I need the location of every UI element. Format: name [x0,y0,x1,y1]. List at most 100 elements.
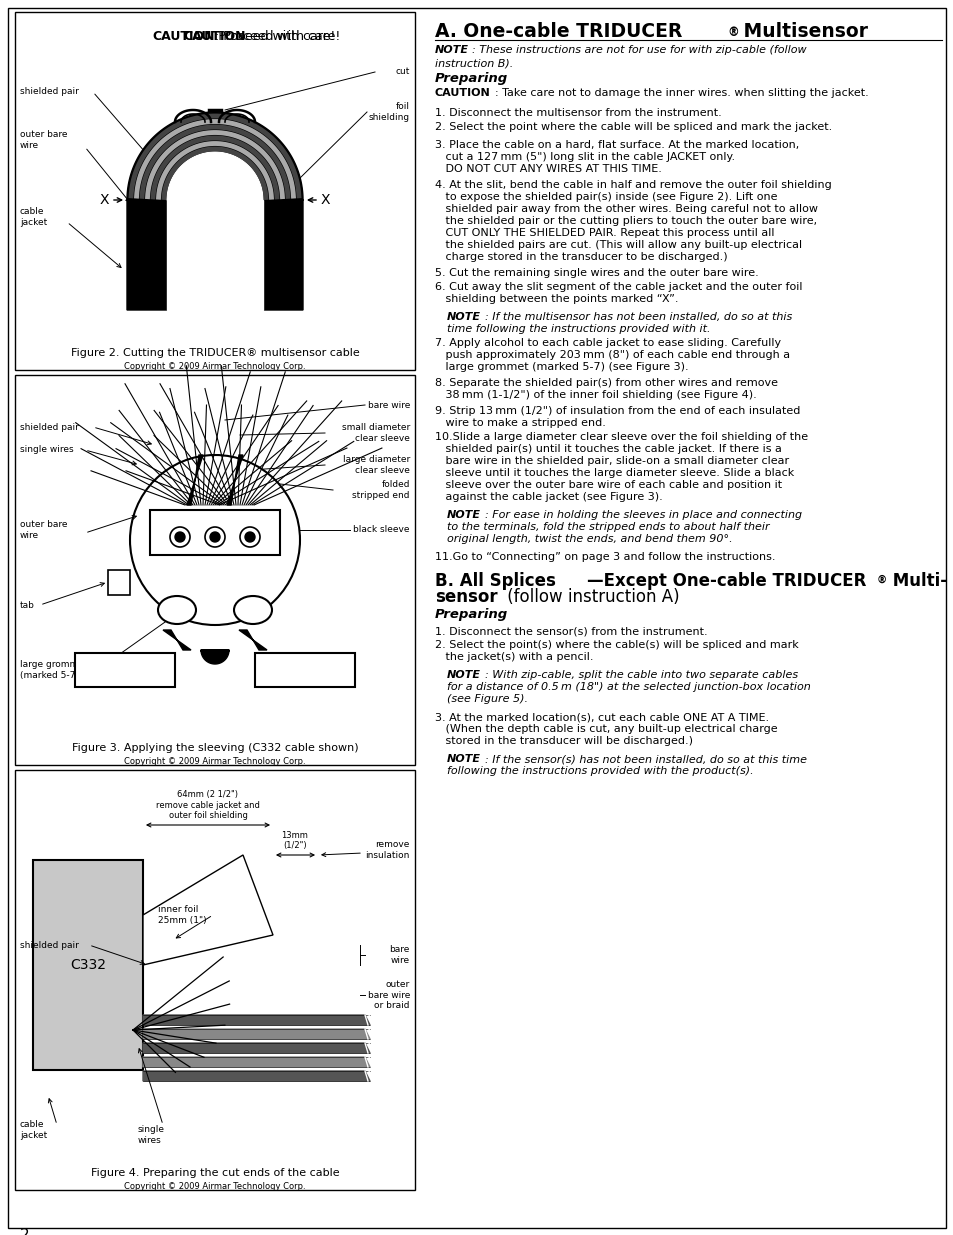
Text: ®: ® [726,26,738,40]
Text: 3. Place the cable on a hard, flat surface. At the marked location,: 3. Place the cable on a hard, flat surfa… [435,140,799,149]
Polygon shape [143,1015,370,1025]
Text: cut: cut [395,68,410,77]
Text: : If the multisensor has not been installed, do so at this: : If the multisensor has not been instal… [484,312,791,322]
Text: CAUTION: CAUTION [435,88,490,98]
Polygon shape [143,1057,370,1067]
Text: following the instructions provided with the product(s).: following the instructions provided with… [447,766,753,776]
Text: folded
stripped end: folded stripped end [352,480,410,500]
Polygon shape [167,152,263,200]
Text: 10.Slide a large diameter clear sleeve over the foil shielding of the: 10.Slide a large diameter clear sleeve o… [435,432,807,442]
Text: shielding between the points marked “X”.: shielding between the points marked “X”. [435,294,678,304]
Circle shape [130,454,299,625]
Text: black sleeve: black sleeve [354,526,410,535]
Bar [15,375,415,764]
Text: the jacket(s) with a pencil.: the jacket(s) with a pencil. [435,652,593,662]
Text: 7. Apply alcohol to each cable jacket to ease sliding. Carefully: 7. Apply alcohol to each cable jacket to… [435,338,781,348]
Text: the shielded pairs are cut. (This will allow any built-up electrical: the shielded pairs are cut. (This will a… [435,240,801,249]
Text: (When the depth cable is cut, any built-up electrical charge: (When the depth cable is cut, any built-… [435,724,777,734]
Bar [150,510,280,555]
Text: instrument: instrument [91,663,159,677]
Text: single
wires: single wires [138,1125,165,1145]
Text: against the cable jacket (see Figure 3).: against the cable jacket (see Figure 3). [435,492,662,501]
Text: shielded pair: shielded pair [20,88,79,96]
Text: large grommets
(marked 5-7): large grommets (marked 5-7) [20,661,92,679]
Text: inner foil
25mm (1"): inner foil 25mm (1") [158,905,207,925]
Text: 11.Go to “Connecting” on page 3 and follow the instructions.: 11.Go to “Connecting” on page 3 and foll… [435,552,775,562]
Text: stored in the transducer will be discharged.): stored in the transducer will be dischar… [435,736,692,746]
Text: bare
wire: bare wire [389,945,410,965]
Bar [33,860,143,1070]
Text: bare wire in the shielded pair, slide-on a small diameter clear: bare wire in the shielded pair, slide-on… [435,456,788,466]
Text: —Except One-cable TRIDUCER: —Except One-cable TRIDUCER [586,572,865,590]
Circle shape [205,527,225,547]
Text: sensor: sensor [435,588,497,606]
Text: Figure 2. Cutting the TRIDUCER® multisensor cable: Figure 2. Cutting the TRIDUCER® multisen… [71,348,359,358]
Polygon shape [167,200,263,310]
Text: shielded pair away from the other wires. Being careful not to allow: shielded pair away from the other wires.… [435,204,817,214]
Text: Multi-: Multi- [886,572,946,590]
Bar [15,769,415,1191]
Text: CAUTION: CAUTION [152,30,214,43]
Text: : With zip-cable, split the cable into two separate cables: : With zip-cable, split the cable into t… [484,671,798,680]
Text: 8. Separate the shielded pair(s) from other wires and remove: 8. Separate the shielded pair(s) from ot… [435,378,778,388]
Bar [75,653,174,687]
Bar [254,653,355,687]
Text: to expose the shielded pair(s) inside (see Figure 2). Lift one: to expose the shielded pair(s) inside (s… [435,191,777,203]
Text: large diameter
clear sleeve: large diameter clear sleeve [342,456,410,474]
Polygon shape [227,454,243,505]
Text: instruction B).: instruction B). [435,58,513,68]
Text: Preparing: Preparing [435,608,508,621]
Polygon shape [239,630,267,650]
Text: CUT ONLY THE SHIELDED PAIR. Repeat this process until all: CUT ONLY THE SHIELDED PAIR. Repeat this … [435,228,774,238]
Text: X: X [320,193,330,207]
Text: Copyright © 2009 Airmar Technology Corp.: Copyright © 2009 Airmar Technology Corp. [124,362,306,370]
Text: outer bare
wire: outer bare wire [20,131,68,149]
Text: : If the sensor(s) has not been installed, do so at this time: : If the sensor(s) has not been installe… [484,755,806,764]
Text: cable
jacket: cable jacket [20,207,48,227]
Text: : These instructions are not for use for with zip-cable (follow: : These instructions are not for use for… [472,44,806,56]
Text: NOTE: NOTE [447,755,480,764]
Text: : Proceed with care!: : Proceed with care! [210,30,335,43]
Circle shape [245,532,254,542]
Text: outer
bare wire
or braid: outer bare wire or braid [367,981,410,1010]
Text: shielded pair(s) until it touches the cable jacket. If there is a: shielded pair(s) until it touches the ca… [435,445,781,454]
Text: 1. Disconnect the multisensor from the instrument.: 1. Disconnect the multisensor from the i… [435,107,721,119]
Text: ®: ® [876,576,886,585]
Text: large grommet (marked 5-7) (see Figure 3).: large grommet (marked 5-7) (see Figure 3… [435,362,688,372]
Ellipse shape [233,597,272,624]
Text: wire to make a stripped end.: wire to make a stripped end. [435,417,605,429]
Text: 9. Strip 13 mm (1/2") of insulation from the end of each insulated: 9. Strip 13 mm (1/2") of insulation from… [435,406,800,416]
Circle shape [240,527,260,547]
Text: : For ease in holding the sleeves in place and connecting: : For ease in holding the sleeves in pla… [484,510,801,520]
Polygon shape [143,1071,370,1081]
Text: CAUTION: CAUTION [184,30,246,43]
Text: (follow instruction A): (follow instruction A) [501,588,679,606]
Polygon shape [127,112,303,310]
Text: DO NOT CUT ANY WIRES AT THIS TIME.: DO NOT CUT ANY WIRES AT THIS TIME. [435,164,661,174]
Text: 2: 2 [20,1228,30,1235]
Bar [15,12,415,370]
Text: B. All Splices: B. All Splices [435,572,556,590]
Circle shape [210,532,220,542]
Text: : Proceed with care!: : Proceed with care! [214,30,340,43]
Polygon shape [187,454,203,505]
Text: X: X [99,193,109,207]
Circle shape [170,527,190,547]
Text: shielded pair: shielded pair [20,941,79,950]
Text: the shielded pair or the cutting pliers to touch the outer bare wire,: the shielded pair or the cutting pliers … [435,216,817,226]
Bar [108,571,130,595]
Text: NOTE: NOTE [447,510,480,520]
Text: shielded pair: shielded pair [20,422,79,431]
Polygon shape [201,650,229,664]
Text: outer bare
wire: outer bare wire [20,520,68,540]
Text: 2. Select the point where the cable will be spliced and mark the jacket.: 2. Select the point where the cable will… [435,122,831,132]
Text: remove
insulation: remove insulation [365,840,410,860]
Text: 1. Disconnect the sensor(s) from the instrument.: 1. Disconnect the sensor(s) from the ins… [435,626,707,636]
Text: 3. At the marked location(s), cut each cable ONE AT A TIME.: 3. At the marked location(s), cut each c… [435,713,768,722]
Text: Copyright © 2009 Airmar Technology Corp.: Copyright © 2009 Airmar Technology Corp. [124,1182,306,1191]
Text: NOTE: NOTE [447,671,480,680]
Text: 64mm (2 1/2")
remove cable jacket and
outer foil shielding: 64mm (2 1/2") remove cable jacket and ou… [156,790,259,820]
Text: 5. Cut the remaining single wires and the outer bare wire.: 5. Cut the remaining single wires and th… [435,268,758,278]
Text: tab: tab [20,600,35,610]
Text: (see Figure 5).: (see Figure 5). [447,694,527,704]
